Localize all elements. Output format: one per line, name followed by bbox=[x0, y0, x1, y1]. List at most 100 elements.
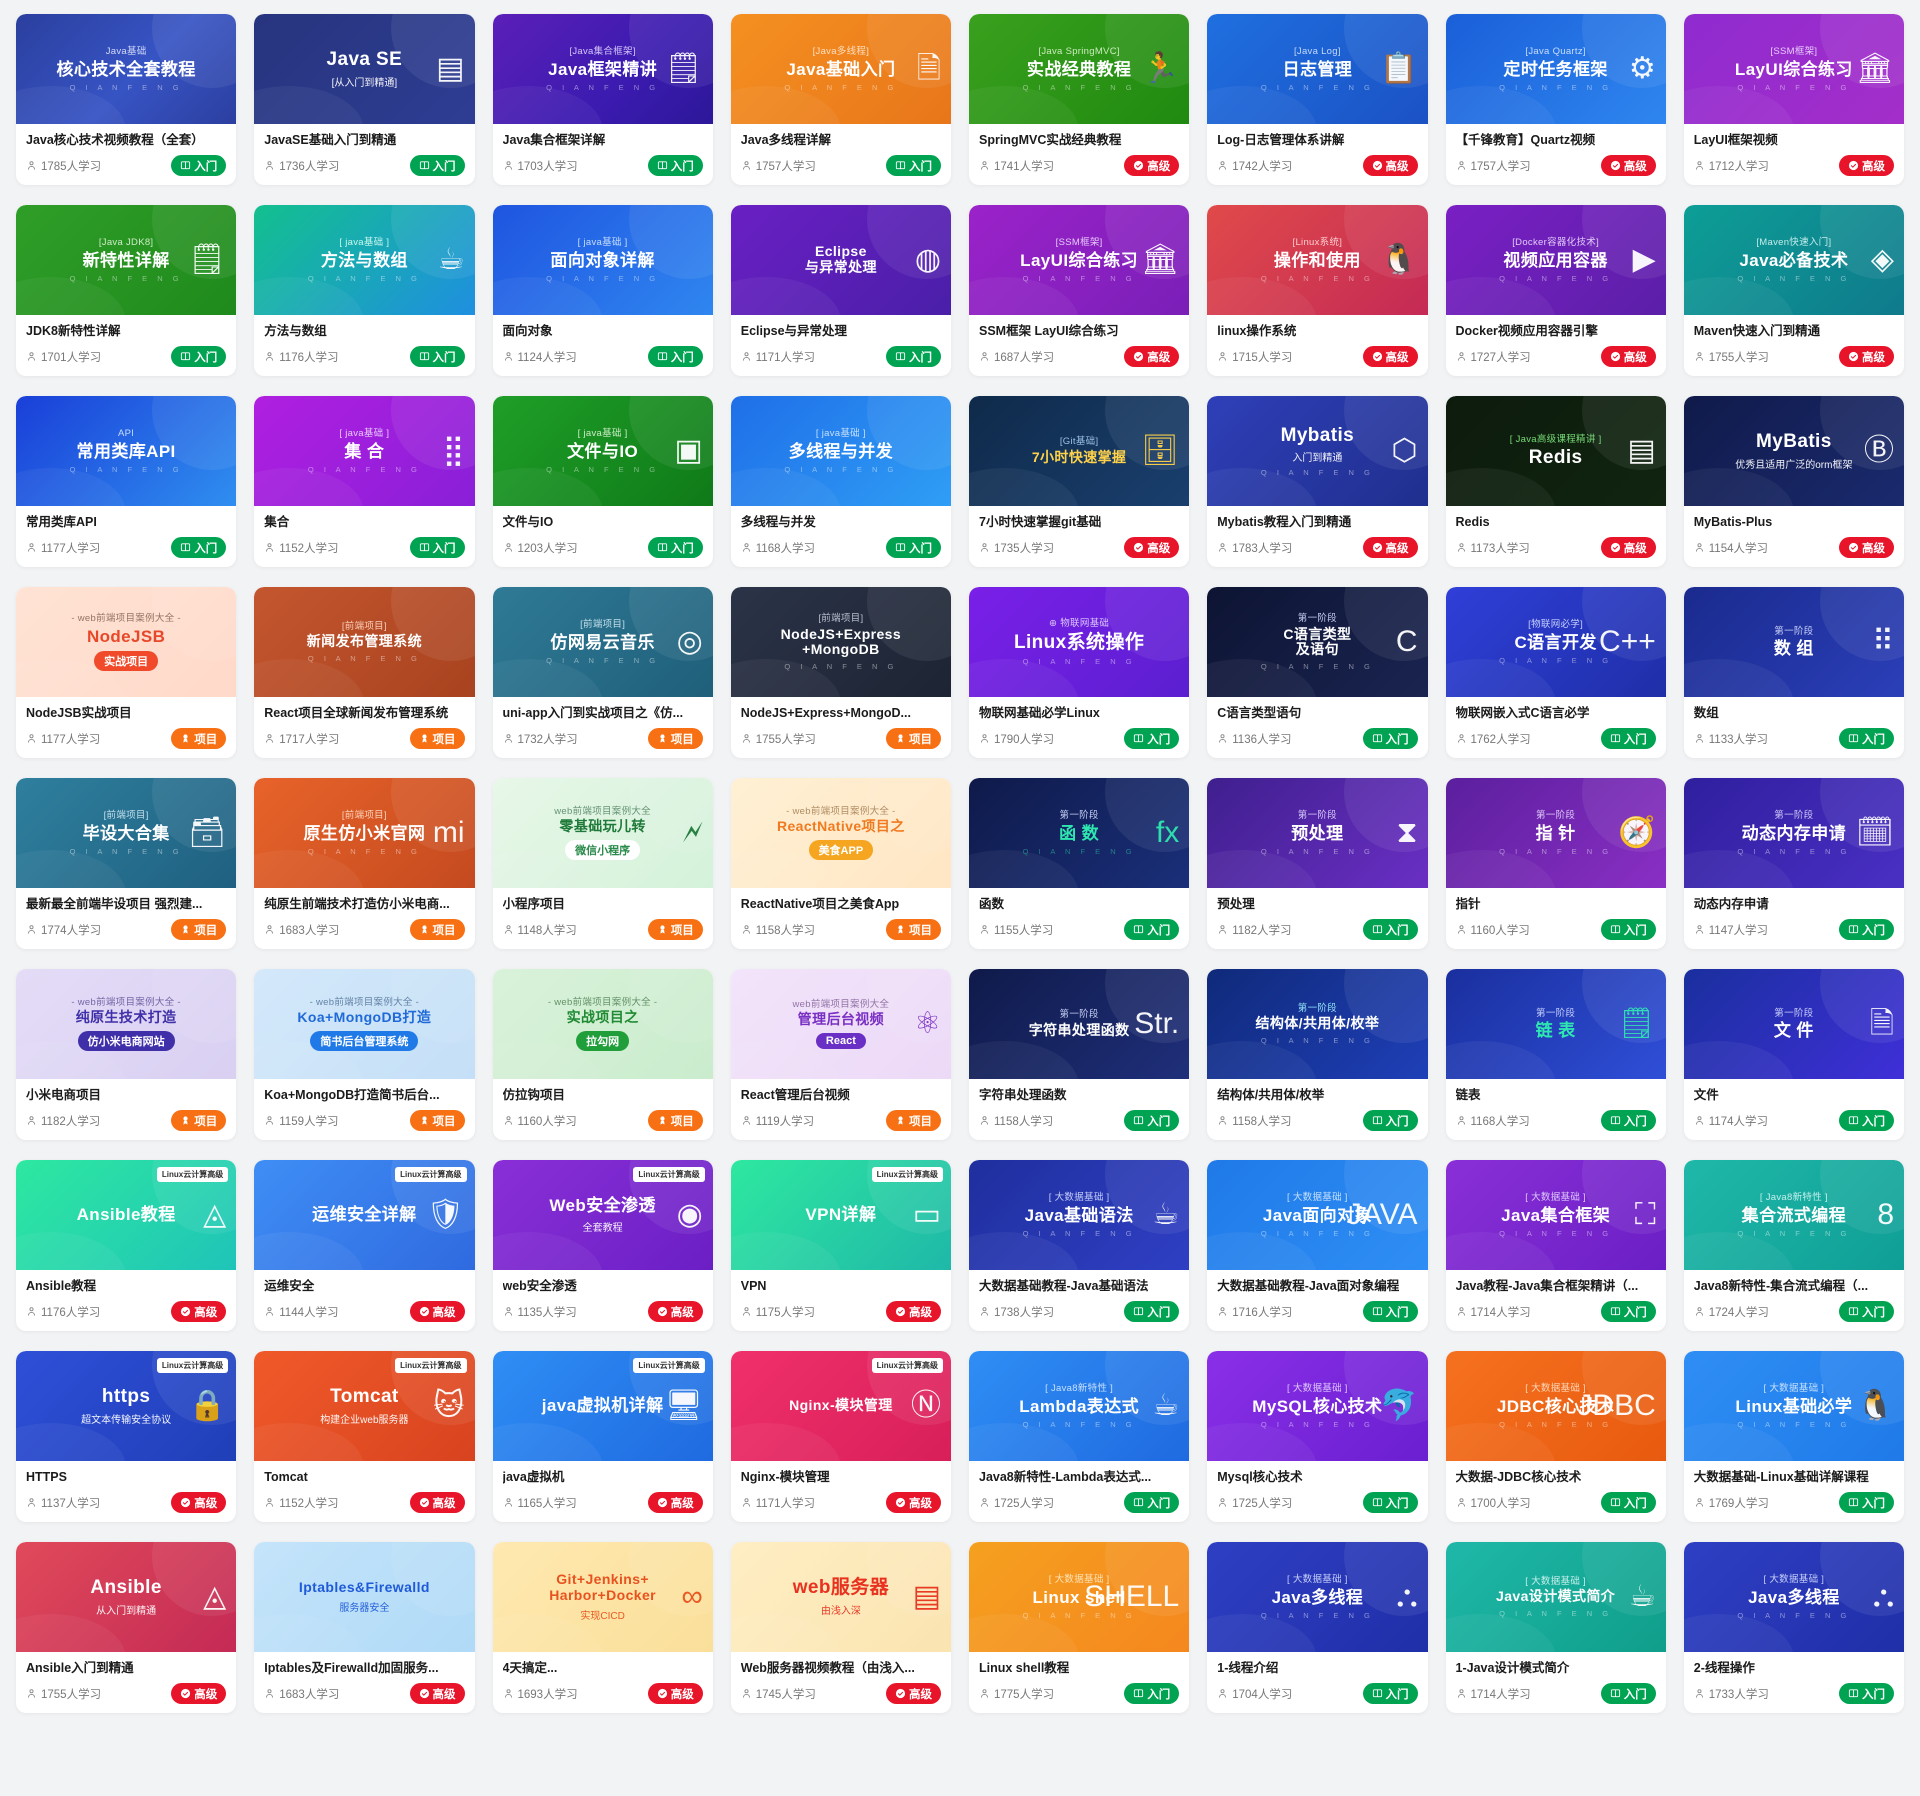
course-card[interactable]: ⛬ [ 大数据基础 ] Java多线程 Q I A N F E N G 2-线程操作 17… bbox=[1683, 1542, 1904, 1713]
course-card[interactable]: 🗄 [Git基础] 7小时快速掌握 7小时快速掌握git基础 1735人学习 高级 bbox=[969, 396, 1190, 567]
course-card[interactable]: JAVA[ 大数据基础 ] Java面向对象 Q I A N F E N G 大数据基… bbox=[1207, 1160, 1428, 1331]
check-circle-icon bbox=[895, 1306, 906, 1317]
brand-watermark: Q I A N F E N G bbox=[1260, 273, 1374, 283]
check-circle-icon bbox=[657, 1306, 668, 1317]
course-card[interactable]: ⚙ [Java Quartz] 定时任务框架 Q I A N F E N G 【千锋教育… bbox=[1445, 14, 1666, 185]
course-card[interactable]: 🐧 [ 大数据基础 ] Linux基础必学 Q I A N F E N G 大数据基础-… bbox=[1683, 1351, 1904, 1522]
thumbnail-category-tag: 第一阶段 bbox=[1059, 810, 1099, 822]
course-card[interactable]: [前端项目] 新闻发布管理系统 Q I A N F E N G React项目全球新闻… bbox=[254, 587, 475, 758]
course-card[interactable]: ▣[ java基础 ] 文件与IO Q I A N F E N G 文件与IO 1203… bbox=[492, 396, 713, 567]
level-badge-label: 入门 bbox=[1623, 1688, 1647, 1701]
thumbnail-glyph-icon: 🏃 bbox=[1141, 52, 1180, 85]
course-card[interactable]: ☕ [ Java8新特性 ] Lambda表达式 Q I A N F E N G Jav… bbox=[969, 1351, 1190, 1522]
course-card[interactable]: ☕[ java基础 ] 方法与数组 Q I A N F E N G 方法与数组 1176… bbox=[254, 205, 475, 376]
course-card[interactable]: fx 第一阶段函 数 Q I A N F E N G 函数 1155人学习 入门 bbox=[969, 778, 1190, 949]
course-card[interactable]: 🗃 [前端项目] 毕设大合集 Q I A N F E N G 最新最全前端毕设项目 强烈… bbox=[16, 778, 237, 949]
course-card[interactable]: 🗒 [Java集合框架] Java框架精讲 Q I A N F E N G Java集合… bbox=[492, 14, 713, 185]
course-card[interactable]: API 常用类库API Q I A N F E N G 常用类库API 1177人学习入… bbox=[16, 396, 237, 567]
course-card[interactable]: ⠿ 第一阶段数 组数组 1133人学习 入门 bbox=[1683, 587, 1904, 758]
course-card[interactable]: [ java基础 ] 多线程与并发 Q I A N F E N G 多线程与并发 116… bbox=[730, 396, 951, 567]
course-thumbnail: 🗎 [Java多线程] Java基础入门 Q I A N F E N G bbox=[730, 14, 951, 124]
course-card[interactable]: C 第一阶段 C语言类型 及语句 Q I A N F E N G C语言类型语句 1136… bbox=[1207, 587, 1428, 758]
thumbnail-title: Lambda表达式 bbox=[1019, 1396, 1140, 1416]
course-card[interactable]: ⣿ [ java基础 ] 集 合 Q I A N F E N G 集合 1152人学习 入门 bbox=[254, 396, 475, 567]
course-card[interactable]: 第一阶段 结构体/共用体/枚举 Q I A N F E N G 结构体/共用体/枚举 1… bbox=[1207, 969, 1428, 1140]
course-card[interactable]: mi [前端项目] 原生仿小米官网 Q I A N F E N G 纯原生前端技术打造仿… bbox=[254, 778, 475, 949]
course-card[interactable]: 🏛 [SSM框架] LayUI综合练习 Q I A N F E N G LayUI框架视… bbox=[1683, 14, 1904, 185]
book-icon bbox=[895, 542, 906, 553]
course-card[interactable]: ◬ Ansible 从入门到精通 Ansible入门到精通 1755人学习 高级 bbox=[16, 1542, 237, 1713]
course-card[interactable]: Str. 第一阶段 字符串处理函数 字符串处理函数 1158人学习 入门 bbox=[969, 969, 1190, 1140]
thumbnail-glyph-icon: 🗃 bbox=[188, 816, 227, 849]
thumbnail-glyph-icon: ⚙ bbox=[1628, 52, 1656, 85]
course-card[interactable]: [ java基础 ] 面向对象详解 Q I A N F E N G 面向对象 1124人… bbox=[492, 205, 713, 376]
course-card[interactable]: - web前端项目案例大全 - Koa+MongoDB打造 简书后台管理系统 Koa+… bbox=[254, 969, 475, 1140]
course-card[interactable]: ⛬ [ 大数据基础 ] Java多线程 Q I A N F E N G 1-线程介绍 17… bbox=[1207, 1542, 1428, 1713]
course-card[interactable]: Linux云计算高级 🛡 运维安全详解 运维安全 1144人学习 高级 bbox=[254, 1160, 475, 1331]
medal-icon bbox=[180, 733, 191, 744]
course-title: Koa+MongoDB打造简书后台... bbox=[264, 1088, 440, 1102]
course-card[interactable]: ◈ [Maven快速入门] Java必备技术 Q I A N F E N G Maven… bbox=[1683, 205, 1904, 376]
thumbnail-glyph-icon: ▤ bbox=[912, 1580, 941, 1613]
course-card[interactable]: - web前端项目案例大全 - ReactNative项目之 美食APP ReactN… bbox=[730, 778, 951, 949]
course-card[interactable]: Iptables&Firewalld 服务器安全 Iptables及Firewall… bbox=[254, 1542, 475, 1713]
course-card[interactable]: 🐧 [Linux系统] 操作和使用 Q I A N F E N G linux操作系统 1… bbox=[1207, 205, 1428, 376]
course-card[interactable]: Linux云计算高级 ◬ Ansible教程 Ansible教程 1176人学习 高级 bbox=[16, 1160, 237, 1331]
course-card[interactable]: ▤ [ Java高级课程精讲 ] Redis Redis 1173人学习 高级 bbox=[1445, 396, 1666, 567]
course-card[interactable]: ⊕ 物联网基础 Linux系统操作 Q I A N F E N G 物联网基础必学Li… bbox=[969, 587, 1190, 758]
course-card[interactable]: 🧭 第一阶段指 针 Q I A N F E N G 指针 1160人学习 入门 bbox=[1445, 778, 1666, 949]
level-badge-label: 高级 bbox=[1623, 542, 1647, 555]
course-card[interactable]: 🏃 [Java SpringMVC] 实战经典教程 Q I A N F E N G Sp… bbox=[969, 14, 1190, 185]
course-card[interactable]: Linux云计算高级 Ⓝ Nginx-模块管理 Nginx-模块管理 1171人学习 高级 bbox=[730, 1351, 951, 1522]
course-card[interactable]: 📋 [Java Log] 日志管理 Q I A N F E N G Log-日志管理体系… bbox=[1207, 14, 1428, 185]
course-card[interactable]: ⧗ 第一阶段 预处理 Q I A N F E N G 预处理 1182人学习 入门 bbox=[1207, 778, 1428, 949]
course-meta: 1158人学习 项目 bbox=[741, 919, 941, 940]
course-card[interactable]: 🗲 web前端项目案例大全 零基础玩儿转 微信小程序 小程序项目 1148人学习 项目 bbox=[492, 778, 713, 949]
course-card[interactable]: - web前端项目案例大全 - 纯原生技术打造 仿小米电商网站 小米电商项目 1182人… bbox=[16, 969, 237, 1140]
course-card[interactable]: ◍ Eclipse 与异常处理 Eclipse与异常处理 1171人学习 入门 bbox=[730, 205, 951, 376]
course-card[interactable]: ☕ [ 大数据基础 ] Java设计模式简介 Q I A N F E N G 1-Jav… bbox=[1445, 1542, 1666, 1713]
course-meta: 1147人学习 入门 bbox=[1694, 919, 1894, 940]
level-badge: 项目 bbox=[409, 919, 465, 940]
course-card[interactable]: C++ [物联网必学] C语言开发 Q I A N F E N G 物联网嵌入式C语言必… bbox=[1445, 587, 1666, 758]
course-card[interactable]: Linux云计算高级 🐱 Tomcat 构建企业web服务器 Tomcat 1152人学习… bbox=[254, 1351, 475, 1522]
course-card[interactable]: 🐬 [ 大数据基础 ] MySQL核心技术 Q I A N F E N G Mysql核… bbox=[1207, 1351, 1428, 1522]
course-card[interactable]: ⛶ [ 大数据基础 ] Java集合框架 Q I A N F E N G Java教程-… bbox=[1445, 1160, 1666, 1331]
thumbnail-title: Java SE bbox=[326, 49, 403, 71]
level-badge: 高级 bbox=[1600, 155, 1656, 176]
course-card[interactable]: JDBC[ 大数据基础 ] JDBC核心技术 Q I A N F E N G 大数据-… bbox=[1445, 1351, 1666, 1522]
course-card[interactable]: Linux云计算高级 🖥 java虚拟机详解 java虚拟机 1165人学习 高级 bbox=[492, 1351, 713, 1522]
course-card[interactable]: Linux云计算高级 ◉ Web安全渗透 全套教程 web安全渗透 1135人学习 高级 bbox=[492, 1160, 713, 1331]
course-card[interactable]: 🗒 [Java JDK8] 新特性详解 Q I A N F E N G JDK8新特性详… bbox=[16, 205, 237, 376]
learner-count-text: 1774人学习 bbox=[41, 924, 102, 937]
course-card[interactable]: ▤ Java SE [从入门到精通] JavaSE基础入门到精通 1736人学习 入门 bbox=[254, 14, 475, 185]
course-card[interactable]: ▶ [Docker容器化技术] 视频应用容器 Q I A N F E N G Docke… bbox=[1445, 205, 1666, 376]
course-card[interactable]: SHELL[ 大数据基础 ] Linux shell Q I A N F E N G… bbox=[969, 1542, 1190, 1713]
thumbnail-glyph-icon: ◉ bbox=[676, 1198, 703, 1231]
course-card[interactable]: ⚛ web前端项目案例大全 管理后台视频 React React管理后台视频 1119人学… bbox=[730, 969, 951, 1140]
course-card[interactable]: ▤ web服务器 由浅入深 Web服务器视频教程（由浅入... 1745人学习 高级 bbox=[730, 1542, 951, 1713]
course-card[interactable]: ☕ [ 大数据基础 ] Java基础语法 Q I A N F E N G 大数据基础教程… bbox=[969, 1160, 1190, 1331]
course-card[interactable]: ⬡ Mybatis 入门到精通 Q I A N F E N G Mybatis教程入门到… bbox=[1207, 396, 1428, 567]
course-card[interactable]: 🗎 第一阶段文 件文件 1174人学习 入门 bbox=[1683, 969, 1904, 1140]
course-card[interactable]: - web前端项目案例大全 - 实战项目之 拉勾网 仿拉钩项目 1160人学习 项目 bbox=[492, 969, 713, 1140]
course-card[interactable]: 🗎 [Java多线程] Java基础入门 Q I A N F E N G Java多线程… bbox=[730, 14, 951, 185]
course-thumbnail: 🏛 [SSM框架] LayUI综合练习 Q I A N F E N G bbox=[1683, 14, 1904, 124]
course-card[interactable]: ∞ Git+Jenkins+ Harbor+Docker 实现CICD 4天搞定...… bbox=[492, 1542, 713, 1713]
thumbnail-category-tag: [Docker容器化技术] bbox=[1512, 237, 1600, 249]
course-card[interactable]: Ⓑ MyBatis 优秀且适用广泛的orm框架 MyBatis-Plus 1154人学习… bbox=[1683, 396, 1904, 567]
course-card[interactable]: Java基础 核心技术全套教程 Q I A N F E N G Java核心技术视频教… bbox=[16, 14, 237, 185]
course-card[interactable]: 🏛 [SSM框架] LayUI综合练习 Q I A N F E N G SSM框架 La… bbox=[969, 205, 1190, 376]
course-card[interactable]: 8 [ Java8新特性 ] 集合流式编程 Q I A N F E N G Java8新… bbox=[1683, 1160, 1904, 1331]
learner-count-text: 1703人学习 bbox=[517, 160, 578, 173]
course-card[interactable]: 🗓 第一阶段 动态内存申请 Q I A N F E N G 动态内存申请 1147人学习 入… bbox=[1683, 778, 1904, 949]
course-card[interactable]: - web前端项目案例大全 - NodeJSB 实战项目 NodeJSB实战项目 117… bbox=[16, 587, 237, 758]
course-card[interactable]: Linux云计算高级 🔒 https 超文本传输安全协议 HTTPS 1137人学习 高级 bbox=[16, 1351, 237, 1522]
level-badge: 高级 bbox=[1124, 537, 1180, 558]
course-card[interactable]: ◎ [前端项目] 仿网易云音乐 Q I A N F E N G uni-app入门到实战… bbox=[492, 587, 713, 758]
course-card[interactable]: [前端项目] NodeJS+Express +MongoDB Q I A N F E… bbox=[730, 587, 951, 758]
thumbnail-title: Eclipse 与异常处理 bbox=[804, 243, 877, 275]
course-card[interactable]: 🗒 第一阶段链 表链表 1168人学习 入门 bbox=[1445, 969, 1666, 1140]
course-card[interactable]: Linux云计算高级 ▭ VPN详解 VPN 1175人学习 高级 bbox=[730, 1160, 951, 1331]
course-info: Java核心技术视频教程（全套） 1785人学习 入门 bbox=[16, 124, 236, 185]
